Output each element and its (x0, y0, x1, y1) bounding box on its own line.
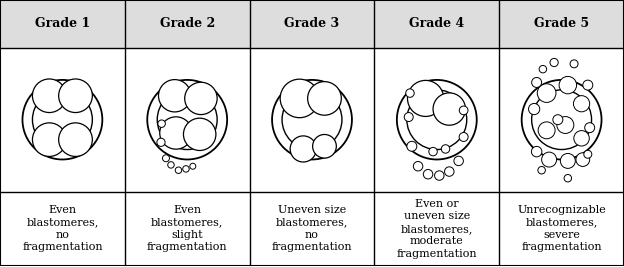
Ellipse shape (444, 167, 454, 176)
Text: Grade 5: Grade 5 (534, 17, 589, 30)
Ellipse shape (557, 117, 574, 134)
Ellipse shape (147, 80, 227, 159)
Ellipse shape (22, 80, 102, 159)
Ellipse shape (406, 89, 414, 97)
Ellipse shape (272, 80, 352, 159)
Ellipse shape (32, 79, 66, 112)
Ellipse shape (570, 60, 578, 68)
Ellipse shape (158, 120, 165, 127)
Ellipse shape (280, 79, 319, 118)
Ellipse shape (550, 58, 558, 66)
Ellipse shape (532, 77, 542, 87)
Ellipse shape (32, 90, 92, 150)
Ellipse shape (397, 80, 477, 159)
Ellipse shape (553, 115, 563, 125)
Ellipse shape (183, 166, 189, 172)
Ellipse shape (290, 136, 316, 162)
Text: Grade 2: Grade 2 (160, 17, 215, 30)
Text: Even or
uneven size
blastomeres,
moderate
fragmentation: Even or uneven size blastomeres, moderat… (396, 199, 477, 258)
Ellipse shape (532, 90, 592, 150)
Ellipse shape (157, 90, 217, 150)
Ellipse shape (573, 96, 590, 112)
Ellipse shape (532, 146, 542, 157)
Ellipse shape (185, 82, 217, 115)
Ellipse shape (538, 122, 555, 139)
Ellipse shape (183, 118, 216, 151)
Ellipse shape (158, 80, 191, 112)
Text: Grade 4: Grade 4 (409, 17, 464, 30)
Ellipse shape (282, 90, 342, 150)
Ellipse shape (404, 113, 413, 121)
Bar (0, 0, 624, 48)
Text: Even
blastomeres,
no
fragmentation: Even blastomeres, no fragmentation (22, 205, 103, 252)
Ellipse shape (423, 170, 433, 179)
Ellipse shape (459, 132, 468, 142)
Ellipse shape (175, 167, 182, 174)
Ellipse shape (313, 135, 336, 158)
Ellipse shape (459, 106, 468, 115)
Ellipse shape (584, 150, 592, 158)
Ellipse shape (160, 117, 192, 149)
Ellipse shape (560, 154, 575, 168)
Ellipse shape (162, 155, 170, 162)
Ellipse shape (539, 65, 547, 73)
Text: Even
blastomeres,
slight
fragmentation: Even blastomeres, slight fragmentation (147, 205, 228, 252)
Ellipse shape (32, 123, 66, 156)
Text: Grade 1: Grade 1 (35, 17, 90, 30)
Ellipse shape (542, 152, 557, 167)
Text: Grade 3: Grade 3 (285, 17, 339, 30)
Ellipse shape (407, 80, 444, 116)
Ellipse shape (434, 171, 444, 180)
Ellipse shape (413, 162, 423, 171)
Ellipse shape (537, 84, 556, 103)
Ellipse shape (407, 141, 417, 151)
Ellipse shape (522, 80, 602, 159)
Ellipse shape (59, 123, 92, 156)
Ellipse shape (407, 90, 467, 150)
Text: Uneven size
blastomeres,
no
fragmentation: Uneven size blastomeres, no fragmentatio… (271, 205, 353, 252)
Ellipse shape (576, 153, 590, 166)
Ellipse shape (529, 103, 540, 115)
Ellipse shape (583, 80, 593, 90)
Ellipse shape (59, 79, 92, 112)
Ellipse shape (574, 131, 589, 146)
Ellipse shape (454, 156, 464, 166)
Ellipse shape (157, 138, 165, 146)
Ellipse shape (433, 93, 466, 125)
Ellipse shape (429, 147, 437, 156)
Ellipse shape (190, 163, 196, 169)
Ellipse shape (308, 82, 341, 115)
Ellipse shape (441, 145, 450, 153)
Ellipse shape (564, 174, 572, 182)
Ellipse shape (538, 167, 545, 174)
Ellipse shape (559, 76, 577, 94)
Ellipse shape (585, 123, 595, 133)
Text: Unrecognizable
blastomeres,
severe
fragmentation: Unrecognizable blastomeres, severe fragm… (517, 205, 606, 252)
Ellipse shape (168, 162, 174, 168)
